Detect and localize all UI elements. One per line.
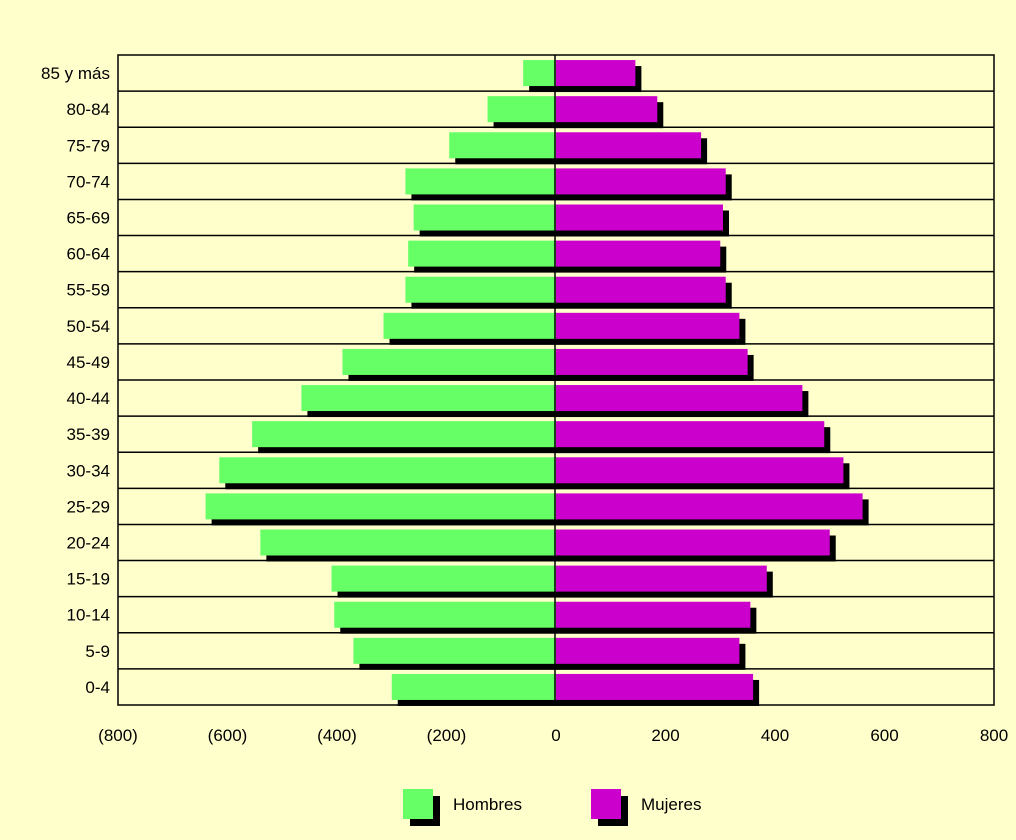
x-tick-label: 800 [980,726,1008,745]
y-tick-label: 70-74 [67,172,110,191]
x-tick-labels: (800) (600) (400) (200) 0 200 400 600 800 [98,726,1008,745]
bar-hombres [205,493,556,520]
bar-hombres [487,96,556,123]
bar-mujeres [556,168,726,195]
x-tick-label: (800) [98,726,138,745]
bar-mujeres [556,312,740,339]
y-tick-label: 65-69 [67,209,110,228]
bars [205,60,863,700]
bar-hombres [449,132,556,159]
bar-hombres [383,312,556,339]
bar-mujeres [556,529,830,556]
bar-hombres [331,565,556,592]
x-tick-label: (400) [317,726,357,745]
bar-mujeres [556,457,844,484]
bar-hombres [413,204,556,231]
bar-hombres [405,276,556,303]
y-tick-label: 5-9 [85,642,110,661]
bar-hombres [334,601,556,628]
x-tick-label: (600) [208,726,248,745]
bar-hombres [252,421,556,448]
y-tick-label: 20-24 [67,534,110,553]
bar-mujeres [556,385,803,412]
bar-mujeres [556,96,658,123]
legend: Hombres Mujeres [403,789,701,826]
bar-mujeres [556,132,702,159]
x-tick-label: (200) [427,726,467,745]
y-tick-label: 15-19 [67,570,110,589]
y-tick-label: 80-84 [67,100,110,119]
bar-mujeres [556,601,751,628]
legend-item-mujeres: Mujeres [591,789,701,826]
y-tick-label: 30-34 [67,461,110,480]
y-tick-label: 10-14 [67,606,110,625]
y-tick-label: 55-59 [67,281,110,300]
bar-hombres [219,457,556,484]
bar-mujeres [556,637,740,664]
bar-mujeres [556,565,767,592]
y-tick-label: 40-44 [67,389,110,408]
bar-mujeres [556,348,748,375]
x-tick-label: 200 [651,726,679,745]
y-tick-label: 75-79 [67,136,110,155]
legend-swatch-mujeres [591,789,621,819]
x-tick-label: 600 [870,726,898,745]
y-tick-label: 45-49 [67,353,110,372]
bar-hombres [408,240,556,267]
bar-mujeres [556,493,863,520]
legend-label-mujeres: Mujeres [641,795,701,814]
legend-item-hombres: Hombres [403,789,522,826]
y-tick-labels: 0-4 5-9 10-14 15-19 20-24 25-29 30-34 35-39 40-4… [41,64,110,697]
y-tick-label: 60-64 [67,245,110,264]
bar-hombres [260,529,556,556]
bar-mujeres [556,421,825,448]
bar-hombres [391,673,556,700]
bar-hombres [353,637,556,664]
y-tick-label: 0-4 [85,678,110,697]
bar-hombres [342,348,556,375]
legend-label-hombres: Hombres [453,795,522,814]
y-tick-label: 25-29 [67,497,110,516]
legend-swatch-hombres [403,789,433,819]
bar-hombres [523,60,556,87]
bar-hombres [405,168,556,195]
y-tick-label: 85 y más [41,64,110,83]
x-tick-label: 0 [551,726,560,745]
bar-mujeres [556,673,754,700]
bar-mujeres [556,204,723,231]
bar-mujeres [556,276,726,303]
bar-mujeres [556,240,721,267]
bar-mujeres [556,60,636,87]
bar-hombres [301,385,556,412]
y-tick-label: 35-39 [67,425,110,444]
y-tick-label: 50-54 [67,317,110,336]
x-tick-label: 400 [761,726,789,745]
